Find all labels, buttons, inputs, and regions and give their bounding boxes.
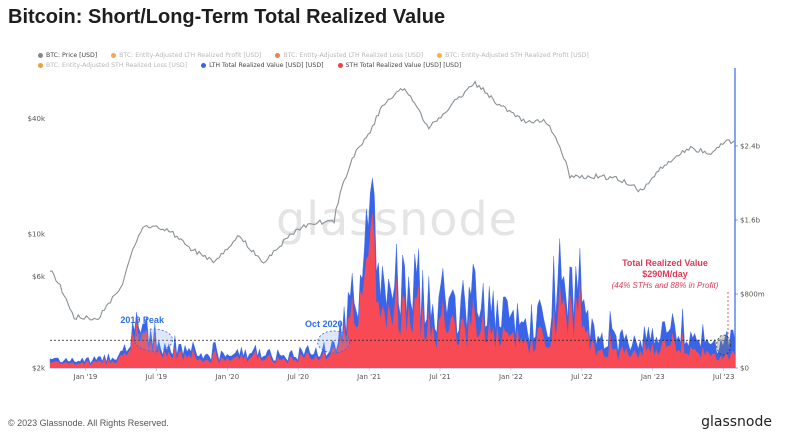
- x-tick-label: Jul '20: [286, 373, 309, 381]
- legend-item[interactable]: BTC: Entity-Adjusted STH Realized Loss […: [38, 62, 187, 69]
- right-tick-label: $1.6b: [740, 217, 761, 225]
- x-tick-label: Jan '19: [73, 373, 98, 381]
- legend-row: BTC: Entity-Adjusted STH Realized Loss […: [38, 62, 768, 69]
- legend-label: BTC: Price [USD]: [46, 52, 98, 59]
- legend-label: LTH Total Realized Value [USD] [USD]: [209, 62, 324, 69]
- watermark: glassnode: [276, 192, 518, 246]
- left-tick-label: $10k: [28, 231, 46, 239]
- x-tick-label: Jan '22: [498, 373, 523, 381]
- annotation-oct-2020: Oct 2020: [305, 319, 343, 329]
- legend-dot-icon: [337, 63, 343, 68]
- annotation-total-realized-value-amount: $290M/day: [642, 269, 688, 279]
- chart-title: Bitcoin: Short/Long-Term Total Realized …: [8, 6, 446, 28]
- legend-dot-icon: [111, 53, 117, 58]
- x-tick-label: Jul '22: [570, 373, 593, 381]
- legend-label: BTC: Entity-Adjusted STH Realized Loss […: [46, 62, 188, 69]
- btc-price-line: [49, 80, 736, 321]
- x-tick-label: Jan '23: [640, 373, 665, 381]
- legend-item[interactable]: BTC: Entity-Adjusted LTH Realized Profit…: [111, 52, 261, 59]
- legend-dot-icon: [38, 53, 43, 58]
- 2019-peak-highlight: [134, 328, 173, 352]
- x-tick-label: Jul '19: [145, 373, 168, 381]
- legend-dot-icon: [38, 63, 43, 68]
- x-tick-label: Jan '21: [356, 373, 381, 381]
- legend-dot-icon: [275, 53, 281, 58]
- annotation-total-realized-value-title: Total Realized Value: [622, 258, 708, 268]
- legend-item[interactable]: BTC: Price [USD]: [38, 52, 97, 59]
- legend-item[interactable]: STH Total Realized Value [USD] [USD]: [337, 62, 462, 69]
- annotation-2019-peak: 2019 Peak: [120, 315, 165, 325]
- legend-item[interactable]: BTC: Entity-Adjusted LTH Realized Loss […: [275, 52, 423, 59]
- legend-dot-icon: [437, 53, 443, 58]
- legend-item[interactable]: BTC: Entity-Adjusted STH Realized Profit…: [437, 52, 589, 59]
- legend-label: BTC: Entity-Adjusted LTH Realized Loss […: [283, 52, 424, 59]
- sth-total-realized-value-area: [50, 212, 735, 368]
- current-value-highlight: [716, 334, 732, 356]
- legend-label: BTC: Entity-Adjusted LTH Realized Profit…: [119, 52, 262, 59]
- legend-row: BTC: Price [USD] BTC: Entity-Adjusted LTH…: [38, 52, 768, 59]
- x-tick-label: Jan '20: [214, 373, 239, 381]
- right-tick-label: $0: [740, 365, 749, 373]
- legend-item[interactable]: LTH Total Realized Value [USD] [USD]: [201, 62, 324, 69]
- annotation-total-realized-value-note: (44% STHs and 88% in Profit): [612, 281, 719, 290]
- chart-legend: BTC: Price [USD] BTC: Entity-Adjusted LTH…: [38, 52, 768, 72]
- right-tick-label: $800m: [740, 291, 765, 299]
- legend-label: STH Total Realized Value [USD] [USD]: [345, 62, 462, 69]
- legend-label: BTC: Entity-Adjusted STH Realized Profit…: [445, 52, 589, 59]
- copyright-text: © 2023 Glassnode. All Rights Reserved.: [8, 418, 169, 428]
- legend-dot-icon: [201, 63, 207, 68]
- x-tick-label: Jul '21: [428, 373, 451, 381]
- left-tick-label: $40k: [28, 115, 46, 123]
- x-tick-label: Jul '23: [712, 373, 735, 381]
- glassnode-logo: glassnode: [701, 414, 772, 430]
- oct-2020-highlight: [317, 330, 351, 354]
- left-tick-label: $6k: [32, 273, 46, 281]
- left-tick-label: $2k: [32, 365, 46, 373]
- right-tick-label: $2.4b: [740, 143, 761, 151]
